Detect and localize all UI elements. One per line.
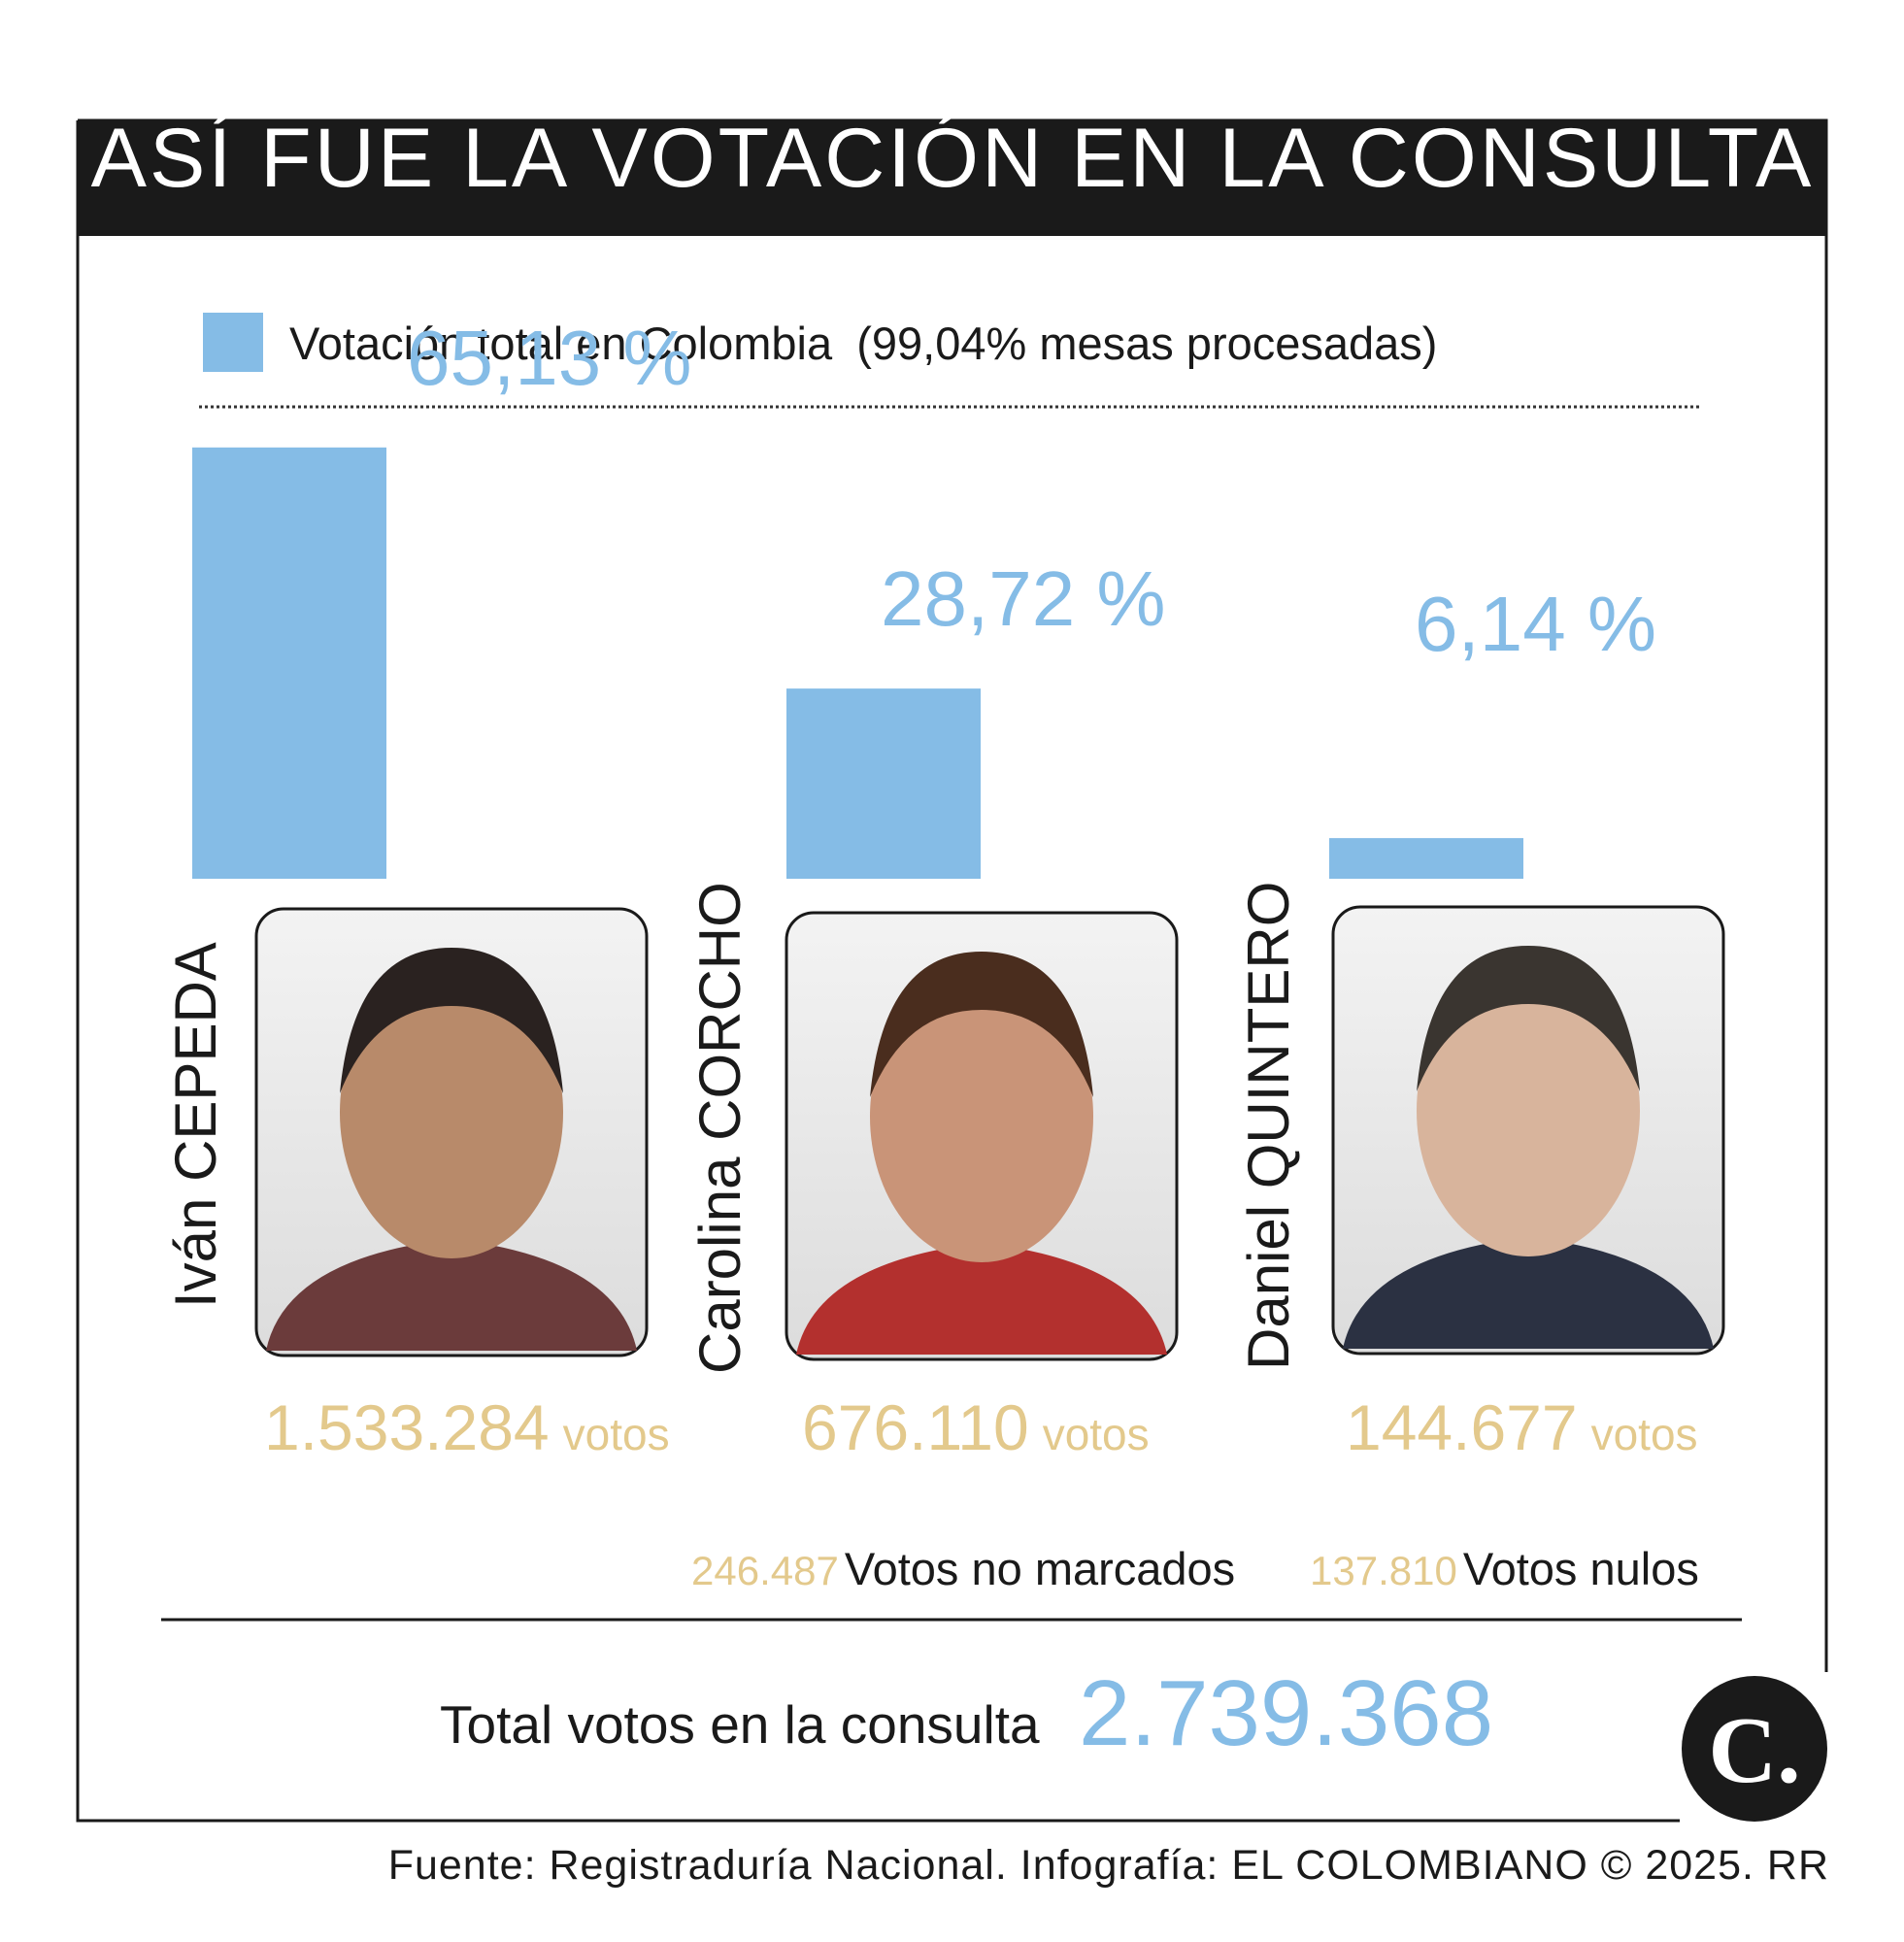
- candidate-name: Carolina CORCHO: [687, 882, 752, 1374]
- photo: [1331, 905, 1725, 1356]
- votes-count: 1.533.284: [264, 1391, 550, 1463]
- votes-unit: votos: [1591, 1409, 1698, 1459]
- other-votes-count: 246.487: [691, 1548, 839, 1593]
- legend-note: (99,04% mesas procesadas): [856, 318, 1437, 369]
- bar: [786, 688, 981, 879]
- title: ASÍ FUE LA VOTACIÓN EN LA CONSULTA: [91, 112, 1815, 205]
- photo-head: [870, 971, 1093, 1262]
- source: Fuente: Registraduría Nacional. Infograf…: [388, 1842, 1829, 1889]
- photo-hair: [1417, 946, 1640, 1091]
- votes: 144.677 votos: [1346, 1391, 1698, 1463]
- photo-shoulders: [796, 1243, 1167, 1355]
- value-label: 65,13 %: [407, 315, 692, 401]
- votes-unit: votos: [1043, 1409, 1150, 1459]
- header-band: [78, 120, 1826, 236]
- value-label: 6,14 %: [1415, 581, 1656, 667]
- candidate-name: Daniel QUINTERO: [1236, 882, 1301, 1370]
- votes: 1.533.284 votos: [264, 1391, 670, 1463]
- votes: 676.110 votos: [802, 1391, 1150, 1463]
- logo: C.: [1708, 1698, 1800, 1803]
- votes-count: 144.677: [1346, 1391, 1578, 1463]
- other-votes: 246.487 Votos no marcados: [691, 1543, 1235, 1594]
- photo-shoulders: [1343, 1237, 1714, 1349]
- candidate-name: Iván CEPEDA: [163, 942, 228, 1308]
- photo-head: [340, 967, 563, 1258]
- votes-count: 676.110: [802, 1391, 1029, 1463]
- votes-unit: votos: [563, 1409, 670, 1459]
- other-votes: 137.810 Votos nulos: [1310, 1543, 1699, 1594]
- other-votes-label: Votos no marcados: [845, 1543, 1235, 1594]
- total: 2.739.368: [1079, 1661, 1493, 1765]
- value-label: 28,72 %: [881, 555, 1166, 642]
- photo-hair: [870, 952, 1093, 1097]
- total-label: Total votos en la consulta: [440, 1694, 1040, 1755]
- legend-label: Votación total en Colombia (99,04% mesas…: [289, 318, 1437, 369]
- photo-hair: [340, 948, 563, 1093]
- other-votes-label: Votos nulos: [1463, 1543, 1699, 1594]
- legend-series: Votación total en Colombia: [289, 318, 833, 369]
- photo: [785, 911, 1179, 1361]
- bar: [192, 447, 386, 879]
- photo-head: [1417, 965, 1640, 1256]
- photo: [254, 907, 649, 1357]
- logo-circle: [1682, 1676, 1827, 1822]
- bar: [1329, 838, 1523, 879]
- photo-shoulders: [266, 1239, 637, 1351]
- legend-swatch: [203, 313, 263, 372]
- other-votes-count: 137.810: [1310, 1548, 1457, 1593]
